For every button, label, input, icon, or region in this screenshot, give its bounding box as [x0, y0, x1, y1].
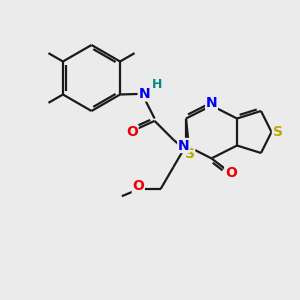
Text: S: S [272, 125, 283, 139]
Text: H: H [152, 78, 162, 91]
Text: N: N [138, 87, 150, 101]
Text: N: N [178, 139, 189, 152]
Text: O: O [225, 167, 237, 180]
Text: O: O [126, 125, 138, 139]
Text: N: N [206, 96, 217, 110]
Text: O: O [132, 179, 144, 193]
Text: S: S [185, 147, 195, 161]
